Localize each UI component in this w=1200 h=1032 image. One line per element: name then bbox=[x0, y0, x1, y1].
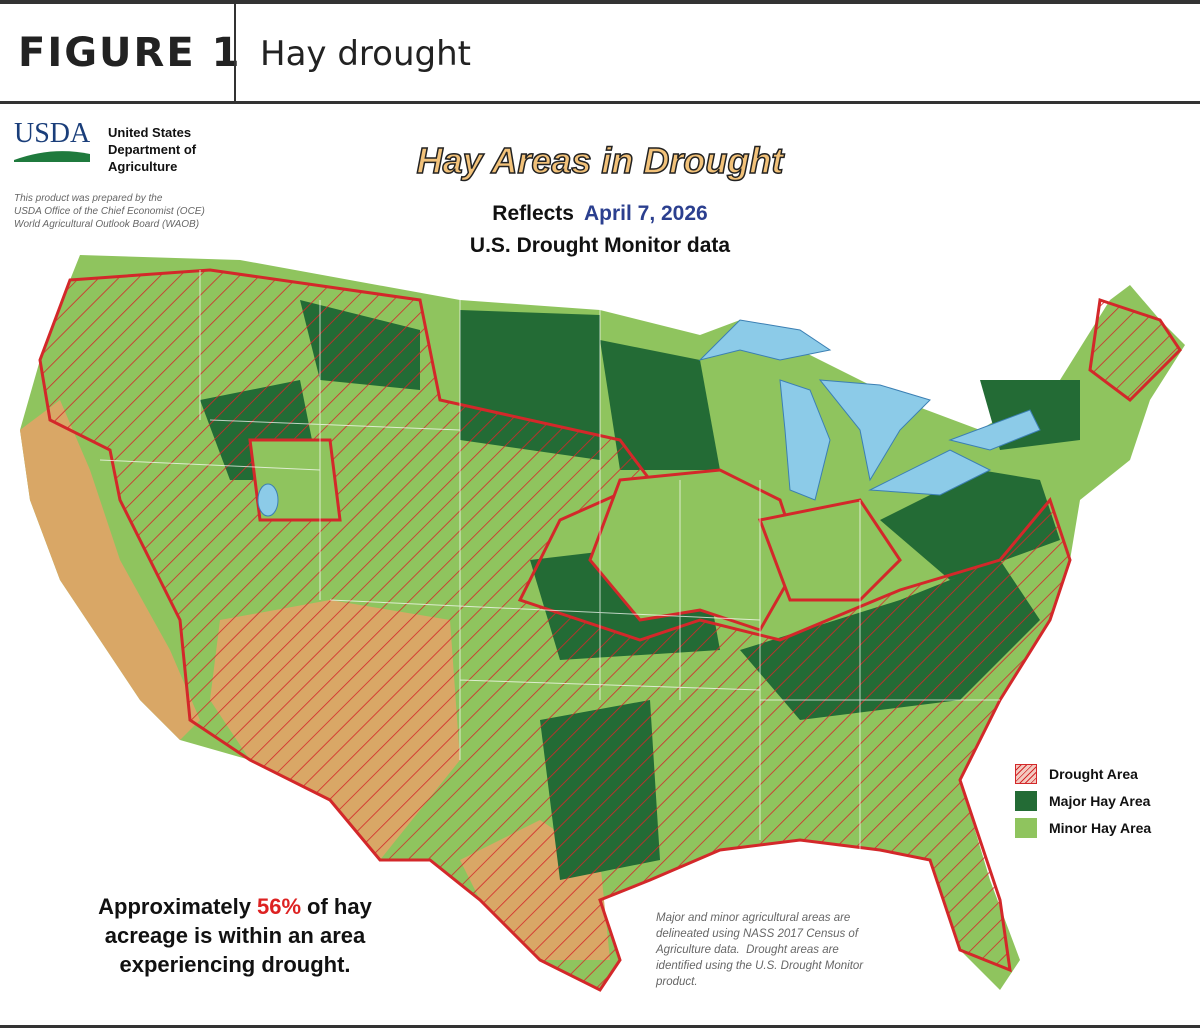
source: U.S. Drought Monitor data bbox=[469, 234, 731, 257]
footnote-line: Major and minor agricultural areas are bbox=[656, 912, 851, 924]
credit-line: USDA Office of the Chief Economist (OCE) bbox=[14, 206, 205, 217]
agency-line: Department of bbox=[108, 142, 197, 157]
footnote-line: Agriculture data. Drought areas are bbox=[656, 944, 839, 956]
summary-line: Approximately 56% of hay bbox=[40, 892, 430, 921]
reflects-line: Reflects April 7, 2026 bbox=[0, 202, 1200, 226]
reflects: Reflects bbox=[492, 202, 574, 225]
agency-line: United States bbox=[108, 125, 192, 140]
bottom-rule bbox=[0, 1025, 1200, 1028]
state-borders bbox=[99, 270, 1000, 850]
credit: This product was prepared by the USDA Of… bbox=[14, 192, 205, 231]
date: April 7, 2026 bbox=[583, 202, 708, 225]
legend-label: Drought Area bbox=[1049, 765, 1138, 782]
legend: Drought Area Major Hay Area Minor Hay Ar… bbox=[1015, 760, 1151, 841]
summary-line: acreage is within an area bbox=[104, 923, 366, 948]
summary-share: 56% bbox=[256, 894, 302, 919]
agency-name: United States Department of Agriculture bbox=[108, 124, 196, 175]
great-lakes bbox=[257, 319, 1041, 517]
map-title: Hay Areas in Drought bbox=[416, 139, 784, 182]
figure-label: FIGURE 1 bbox=[18, 30, 242, 76]
summary: Approximately 56% of hay acreage is within… bbox=[40, 892, 430, 979]
caption: Hay drought bbox=[260, 34, 471, 74]
summary-line: experiencing drought. bbox=[119, 952, 351, 977]
non-drought-area bbox=[248, 438, 902, 632]
header bbox=[0, 0, 1200, 104]
divider bbox=[234, 0, 236, 104]
footnote-line: identified using the U.S. Drought Monito… bbox=[656, 960, 864, 972]
legend-label: Major Hay Area bbox=[1049, 792, 1151, 809]
legend-item: Drought Area bbox=[1015, 760, 1151, 787]
legend-swatch bbox=[1015, 763, 1037, 784]
footnote: Major and minor agricultural areas are d… bbox=[656, 910, 863, 990]
legend-swatch bbox=[1015, 790, 1037, 811]
credit-line: This product was prepared by the bbox=[14, 193, 163, 204]
credit-line: World Agricultural Outlook Board (WAOB) bbox=[14, 219, 200, 230]
logo-swoosh bbox=[14, 151, 90, 162]
legend-item: Major Hay Area bbox=[1015, 787, 1151, 814]
summary-text: Approximately bbox=[98, 894, 251, 919]
footnote-line: delineated using NASS 2017 Census of bbox=[656, 928, 859, 940]
agency-line: Agriculture bbox=[108, 159, 178, 174]
legend-item: Minor Hay Area bbox=[1015, 814, 1151, 841]
footnote-line: product. bbox=[656, 976, 698, 988]
usda-logo: USDA bbox=[14, 118, 91, 149]
legend-label: Minor Hay Area bbox=[1049, 819, 1152, 836]
summary-text: of hay bbox=[307, 894, 372, 919]
legend-swatch bbox=[1015, 817, 1037, 838]
